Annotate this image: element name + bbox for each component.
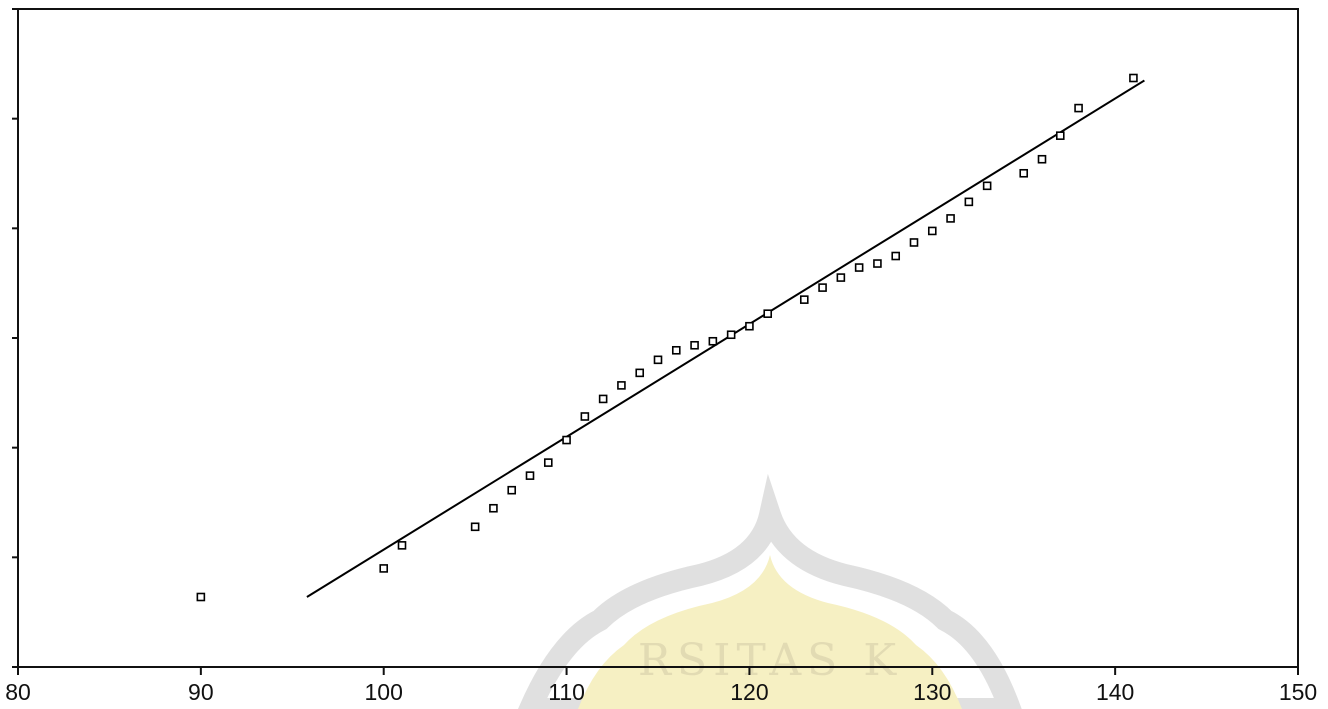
data-point bbox=[1055, 131, 1065, 140]
x-tick-label: 80 bbox=[5, 679, 31, 705]
data-point bbox=[927, 226, 937, 236]
data-point bbox=[507, 485, 517, 495]
data-point bbox=[470, 522, 480, 532]
x-tick-label: 110 bbox=[548, 679, 585, 705]
data-point bbox=[1019, 168, 1029, 178]
data-point bbox=[580, 412, 590, 421]
data-point bbox=[964, 197, 974, 207]
data-point bbox=[525, 471, 535, 480]
data-point bbox=[1037, 154, 1047, 164]
watermark-text: RSITAS K bbox=[638, 635, 902, 686]
x-axis-ticks bbox=[17, 667, 1299, 675]
data-point bbox=[1129, 73, 1138, 83]
x-tick-label: 140 bbox=[1096, 679, 1134, 705]
data-point bbox=[617, 381, 626, 390]
x-tick-label: 100 bbox=[365, 679, 403, 705]
data-point bbox=[635, 368, 645, 378]
data-point bbox=[653, 355, 663, 365]
data-point bbox=[763, 309, 773, 318]
data-point bbox=[543, 458, 553, 467]
data-point bbox=[891, 251, 901, 261]
data-point bbox=[562, 435, 571, 445]
data-point bbox=[397, 541, 407, 550]
data-points bbox=[196, 73, 1138, 602]
data-point bbox=[854, 263, 864, 272]
data-point bbox=[799, 295, 809, 304]
data-point bbox=[489, 503, 498, 513]
data-point bbox=[1074, 103, 1083, 113]
x-tick-label: 90 bbox=[188, 679, 214, 705]
data-point bbox=[196, 592, 206, 602]
data-point bbox=[690, 340, 699, 350]
data-point bbox=[726, 330, 736, 340]
data-point bbox=[946, 214, 955, 223]
data-point bbox=[836, 273, 846, 282]
watermark-arch bbox=[518, 473, 1022, 709]
data-point bbox=[982, 181, 992, 191]
data-point bbox=[745, 321, 754, 331]
x-axis-tick-labels: 80 90 100 110 120 130 140 150 bbox=[5, 679, 1317, 705]
data-point bbox=[598, 394, 608, 404]
data-point bbox=[671, 345, 681, 355]
data-point bbox=[708, 336, 718, 346]
x-tick-label: 150 bbox=[1279, 679, 1317, 705]
data-point bbox=[873, 259, 882, 268]
x-tick-label: 120 bbox=[730, 679, 768, 705]
plot-frame bbox=[17, 8, 1299, 668]
watermark-seal: RSITAS K bbox=[518, 473, 1022, 709]
fit-line bbox=[306, 79, 1145, 598]
x-tick-label: 130 bbox=[913, 679, 951, 705]
data-point bbox=[379, 564, 389, 573]
watermark-arch-inner bbox=[578, 555, 962, 709]
data-point bbox=[818, 283, 827, 292]
data-point bbox=[909, 238, 919, 247]
